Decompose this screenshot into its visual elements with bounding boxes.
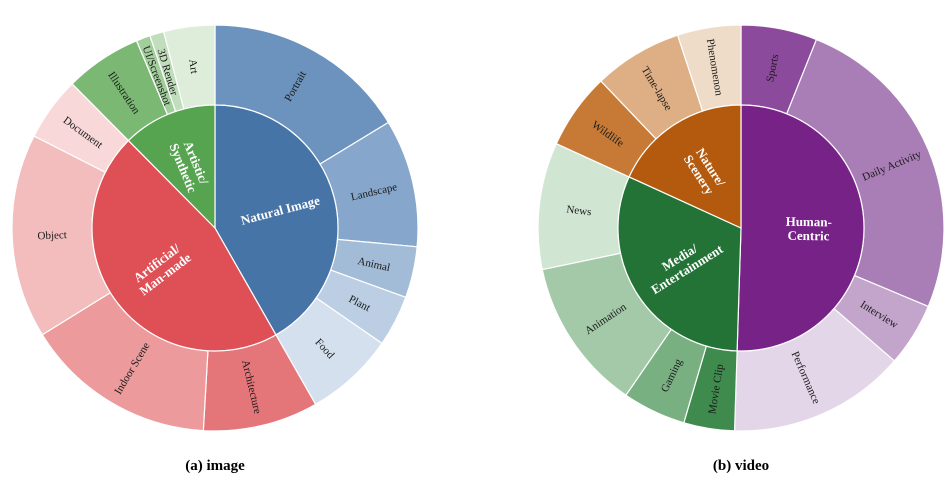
segment-media-entertainment bbox=[617, 176, 742, 352]
image-sunburst-chart: PortraitLandscapeAnimalPlantFoodNatural … bbox=[11, 24, 419, 432]
label-sports: Sports bbox=[764, 53, 781, 83]
segment-natural-image bbox=[214, 104, 339, 336]
segment-artistic-synthetic bbox=[127, 104, 216, 230]
segment-artificial-man-made bbox=[91, 139, 277, 352]
label-human-centric: Human-Centric bbox=[785, 214, 832, 244]
video-chart-caption: (b) video bbox=[712, 458, 770, 474]
label-object: Object bbox=[37, 229, 67, 242]
segment-nature-scenery bbox=[628, 104, 742, 229]
image-chart-caption: (a) image bbox=[185, 458, 245, 474]
label-news: News bbox=[566, 204, 592, 219]
segment-human-centric bbox=[736, 104, 865, 352]
label-art: Art bbox=[186, 58, 200, 74]
